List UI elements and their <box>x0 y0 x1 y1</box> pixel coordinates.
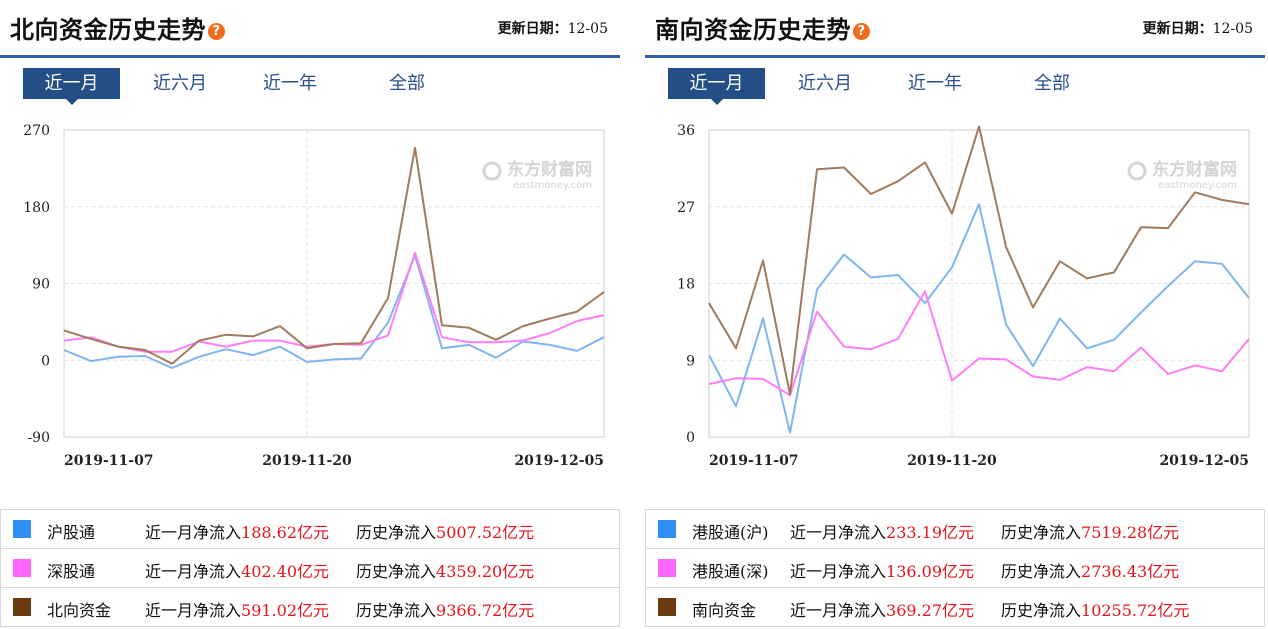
y-tick-label: -90 <box>27 430 50 446</box>
legend-row-shenzhen-connect: 深股通 近一月净流入402.40亿元 历史净流入4359.20亿元 <box>1 548 619 587</box>
x-tick-label: 2019-11-20 <box>907 453 997 469</box>
panel-title: 北向资金历史走势? <box>10 10 225 45</box>
y-tick-label: 0 <box>686 430 695 446</box>
series-line-1 <box>63 254 605 369</box>
watermark-icon <box>1127 161 1147 181</box>
history-inflow: 历史净流入5007.52亿元 <box>356 523 535 542</box>
update-date: 更新日期：12-05 <box>497 21 608 37</box>
tab-6-months[interactable]: 近六月 <box>153 73 207 94</box>
legend-row-hk-connect-sz: 港股通(深) 近一月净流入136.09亿元 历史净流入2736.43亿元 <box>646 548 1264 587</box>
legend-name: 港股通(深) <box>692 562 769 581</box>
month-inflow: 近一月净流入591.02亿元 <box>145 601 330 620</box>
legend-row-northbound: 北向资金 近一月净流入591.02亿元 历史净流入9366.72亿元 <box>1 587 619 626</box>
panel-header: 南向资金历史走势? 更新日期：12-05 <box>645 0 1265 58</box>
legend-row-southbound: 南向资金 近一月净流入369.27亿元 历史净流入10255.72亿元 <box>646 587 1264 626</box>
tab-all[interactable]: 全部 <box>389 73 425 94</box>
legend-name: 南向资金 <box>692 601 757 620</box>
x-tick-label: 2019-11-07 <box>64 453 154 469</box>
y-tick-label: 18 <box>677 277 695 293</box>
y-tick-label: 270 <box>23 123 50 139</box>
month-inflow: 近一月净流入136.09亿元 <box>790 562 975 581</box>
legend-swatch <box>658 520 676 538</box>
month-inflow: 近一月净流入233.19亿元 <box>790 523 975 542</box>
northbound-panel: 北向资金历史走势? 更新日期：12-05 近一月 近六月 近一年 全部 -90 0… <box>0 0 620 629</box>
legend-swatch <box>13 598 31 616</box>
watermark-logo: 东方财富网 <box>1152 159 1237 180</box>
y-tick-label: 9 <box>686 353 695 369</box>
series-line-3 <box>63 146 605 365</box>
series-line-1 <box>708 203 1250 434</box>
southbound-line-chart[interactable]: 0 9 18 27 36 2019-11-07 2019-11-20 2019-12-05 东方… <box>645 115 1265 485</box>
month-inflow: 近一月净流入188.62亿元 <box>145 523 330 542</box>
legend-name: 港股通(沪) <box>692 523 769 542</box>
y-tick-label: 0 <box>41 353 50 369</box>
watermark-icon <box>482 161 502 181</box>
question-icon[interactable]: ? <box>208 23 225 40</box>
legend-row-shanghai-connect: 沪股通 近一月净流入188.62亿元 历史净流入5007.52亿元 <box>1 510 619 548</box>
series-line-2 <box>708 290 1250 397</box>
history-inflow: 历史净流入10255.72亿元 <box>1001 601 1190 620</box>
tab-1-month[interactable]: 近一月 <box>668 68 765 105</box>
watermark-subtext: eastmoney.com <box>1158 180 1237 191</box>
panel-header: 北向资金历史走势? 更新日期：12-05 <box>0 0 620 58</box>
legend-name: 沪股通 <box>47 523 96 542</box>
y-tick-label: 36 <box>677 123 695 139</box>
tab-6-months[interactable]: 近六月 <box>798 73 852 94</box>
legend-swatch <box>658 598 676 616</box>
y-tick-label: 180 <box>23 200 50 216</box>
month-inflow: 近一月净流入369.27亿元 <box>790 601 975 620</box>
x-tick-label: 2019-11-07 <box>709 453 799 469</box>
x-tick-label: 2019-11-20 <box>262 453 352 469</box>
y-tick-label: 27 <box>677 200 695 216</box>
history-inflow: 历史净流入9366.72亿元 <box>356 601 535 620</box>
tab-1-year[interactable]: 近一年 <box>263 73 317 94</box>
x-tick-label: 2019-12-05 <box>514 453 604 469</box>
history-inflow: 历史净流入2736.43亿元 <box>1001 562 1180 581</box>
legend-name: 深股通 <box>47 562 96 581</box>
watermark-subtext: eastmoney.com <box>513 180 592 191</box>
month-inflow: 近一月净流入402.40亿元 <box>145 562 330 581</box>
legend-swatch <box>13 559 31 577</box>
legend-row-hk-connect-sh: 港股通(沪) 近一月净流入233.19亿元 历史净流入7519.28亿元 <box>646 510 1264 548</box>
tab-1-month[interactable]: 近一月 <box>23 68 120 105</box>
legend-table: 港股通(沪) 近一月净流入233.19亿元 历史净流入7519.28亿元 港股通… <box>645 509 1265 627</box>
southbound-panel: 南向资金历史走势? 更新日期：12-05 近一月 近六月 近一年 全部 0 9 18… <box>645 0 1265 629</box>
history-inflow: 历史净流入7519.28亿元 <box>1001 523 1180 542</box>
question-icon[interactable]: ? <box>853 23 870 40</box>
update-date: 更新日期：12-05 <box>1142 21 1253 37</box>
tab-all[interactable]: 全部 <box>1034 73 1070 94</box>
series-line-3 <box>708 125 1250 396</box>
legend-name: 北向资金 <box>47 601 112 620</box>
tab-1-year[interactable]: 近一年 <box>908 73 962 94</box>
history-inflow: 历史净流入4359.20亿元 <box>356 562 535 581</box>
y-tick-label: 90 <box>32 277 50 293</box>
northbound-line-chart[interactable]: -90 0 90 180 270 2019-11-07 2019-11-20 2019-12-… <box>0 115 620 485</box>
watermark-logo: 东方财富网 <box>507 159 592 180</box>
panel-title: 南向资金历史走势? <box>655 10 870 45</box>
legend-swatch <box>13 520 31 538</box>
legend-swatch <box>658 559 676 577</box>
x-tick-label: 2019-12-05 <box>1159 453 1249 469</box>
legend-table: 沪股通 近一月净流入188.62亿元 历史净流入5007.52亿元 深股通 近一… <box>0 509 620 627</box>
